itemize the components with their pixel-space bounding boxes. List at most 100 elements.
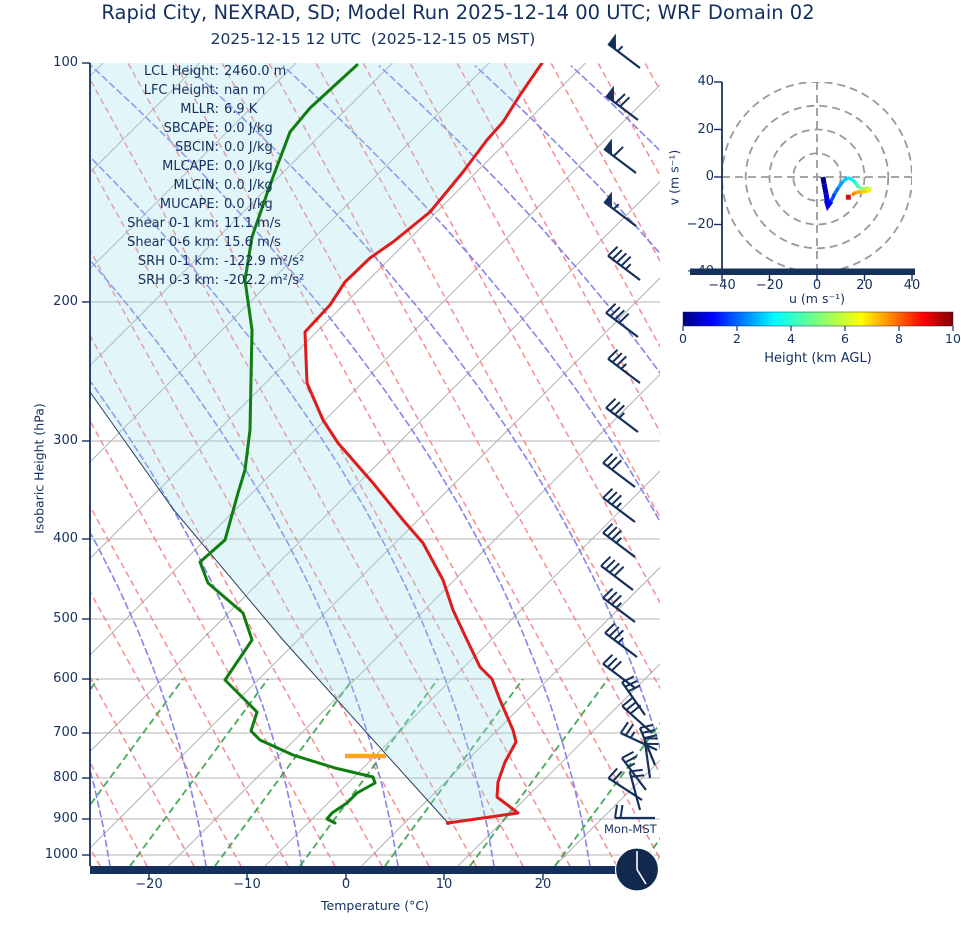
stat-row: SBCIN: 0.0 J/kg (62, 139, 482, 157)
wind-barb (621, 697, 653, 734)
wind-barb (614, 804, 655, 820)
wind-barb (605, 303, 639, 338)
wind-barb (607, 246, 641, 281)
hodograph-u-tick-label: 20 (856, 278, 873, 293)
wind-barb (621, 675, 646, 716)
pressure-tick-label: 1000 (44, 847, 78, 862)
wind-barb (603, 191, 637, 227)
stat-value: 0.0 J/kg (224, 140, 273, 155)
wind-barb (600, 556, 634, 591)
stat-label: LCL Height: (143, 64, 219, 79)
pressure-tick-label: 200 (53, 294, 78, 309)
hodograph-u-axis-label: u (m s⁻¹) (789, 291, 845, 306)
hodograph-v-tick-label: 20 (697, 121, 714, 137)
colorbar-tick-label: 4 (787, 331, 795, 346)
stat-label: SRH 0-1 km: (137, 254, 219, 269)
cape-shading (90, 63, 542, 823)
temperature-tick-label: 10 (435, 877, 453, 892)
wind-barb (619, 721, 658, 751)
stat-value: nan m (224, 83, 266, 98)
temperature-tick-label: −20 (135, 877, 163, 892)
hodograph-v-tick-label: 0 (705, 169, 714, 184)
hodograph-u-tick-label: 40 (903, 278, 921, 293)
temperature-tick-label: 0 (341, 877, 351, 892)
hodograph-panel (690, 81, 915, 281)
hodograph-v-tick-label: −40 (686, 264, 714, 279)
stat-row: SBCAPE: 0.0 J/kg (62, 120, 482, 138)
stat-row: LFC Height: nan m (62, 82, 482, 100)
stat-row: MLCIN: 0.0 J/kg (62, 177, 482, 195)
wind-barb (603, 138, 637, 174)
stat-value: -122.9 m²/s² (224, 254, 305, 269)
stat-label: MLCAPE: (162, 159, 219, 174)
pressure-tick-label: 100 (53, 55, 78, 70)
wind-barb (602, 488, 636, 523)
stat-label: MLCIN: (173, 178, 219, 193)
colorbar-tick-label: 6 (841, 331, 849, 346)
stat-row: LCL Height: 2460.0 m (62, 63, 482, 81)
colorbar-tick-label: 2 (733, 331, 741, 346)
colorbar-tick-label: 8 (895, 331, 903, 346)
page-title: Rapid City, NEXRAD, SD; Model Run 2025-1… (101, 1, 815, 24)
wind-barb (621, 750, 647, 791)
stat-label: Shear 0-1 km: (127, 216, 219, 231)
pressure-tick-label: 300 (53, 433, 78, 448)
stat-value: 6.9 K (224, 102, 258, 117)
stat-label: Shear 0-6 km: (127, 235, 219, 250)
stat-row: MLCAPE: 0.0 J/kg (62, 158, 482, 176)
hodograph-u-tick-label: −20 (755, 278, 784, 293)
stat-value: 2460.0 m (224, 64, 287, 79)
wind-barb (638, 723, 658, 766)
stat-label: SBCIN: (175, 140, 219, 155)
pressure-tick-label: 400 (53, 531, 78, 546)
pressure-tick-label: 600 (53, 671, 78, 686)
wind-barb (628, 768, 645, 811)
wind-barb (605, 398, 639, 433)
stat-label: LFC Height: (143, 83, 219, 98)
stat-label: SRH 0-3 km: (137, 273, 219, 288)
colorbar-label: Height (km AGL) (764, 351, 872, 366)
stat-row: MLLR: 6.9 K (62, 101, 482, 119)
stat-value: 11.1 m/s (224, 216, 281, 231)
wind-barb (607, 33, 641, 69)
wind-barb-column (600, 33, 659, 820)
stat-row: MUCAPE: 0.0 J/kg (62, 196, 482, 214)
hodograph-u-tick-label: −40 (708, 278, 736, 293)
hodograph-v-tick-label: 40 (697, 74, 714, 89)
stat-value: -202.2 m²/s² (224, 273, 305, 288)
stat-label: MLLR: (180, 102, 219, 117)
temperature-tick-label: 20 (534, 877, 552, 892)
skewt-background-lines (90, 63, 660, 866)
sounding-profiles (90, 63, 544, 825)
stat-label: SBCAPE: (163, 121, 219, 136)
mon-mst-label: Mon-MST (604, 822, 657, 836)
temperature-tick-label: −10 (233, 877, 261, 892)
wind-barb (602, 523, 636, 558)
stat-row: Shear 0-6 km: 15.6 m/s (62, 234, 482, 252)
wind-barb (605, 85, 639, 121)
stat-value: 0.0 J/kg (224, 178, 273, 193)
hodograph-u-tick-label: 0 (812, 278, 822, 293)
wind-barb (607, 349, 641, 384)
stat-value: 0.0 J/kg (224, 159, 273, 174)
stat-label: MUCAPE: (159, 197, 219, 212)
stat-row: Shear 0-1 km: 11.1 m/s (62, 215, 482, 233)
valid-time-subtitle: 2025-12-15 12 UTC (2025-12-15 05 MST) (210, 30, 536, 48)
stat-value: 15.6 m/s (224, 235, 281, 250)
pressure-tick-label: 800 (53, 770, 78, 785)
skewt-axes (82, 62, 656, 880)
pressure-tick-label: 700 (53, 725, 78, 740)
hodograph-v-tick-label: −20 (686, 216, 714, 232)
stat-row: SRH 0-1 km: -122.9 m²/s² (62, 253, 482, 271)
wind-barb (602, 453, 636, 488)
wind-barb (604, 623, 638, 658)
height-colorbar (682, 311, 954, 331)
stat-value: 0.0 J/kg (224, 121, 273, 136)
pressure-tick-label: 500 (53, 611, 78, 626)
temperature-axis-label: Temperature (°C) (321, 898, 429, 913)
stat-value: 0.0 J/kg (224, 197, 273, 212)
pressure-tick-label: 900 (53, 811, 78, 826)
stat-row: SRH 0-3 km: -202.2 m²/s² (62, 272, 482, 290)
